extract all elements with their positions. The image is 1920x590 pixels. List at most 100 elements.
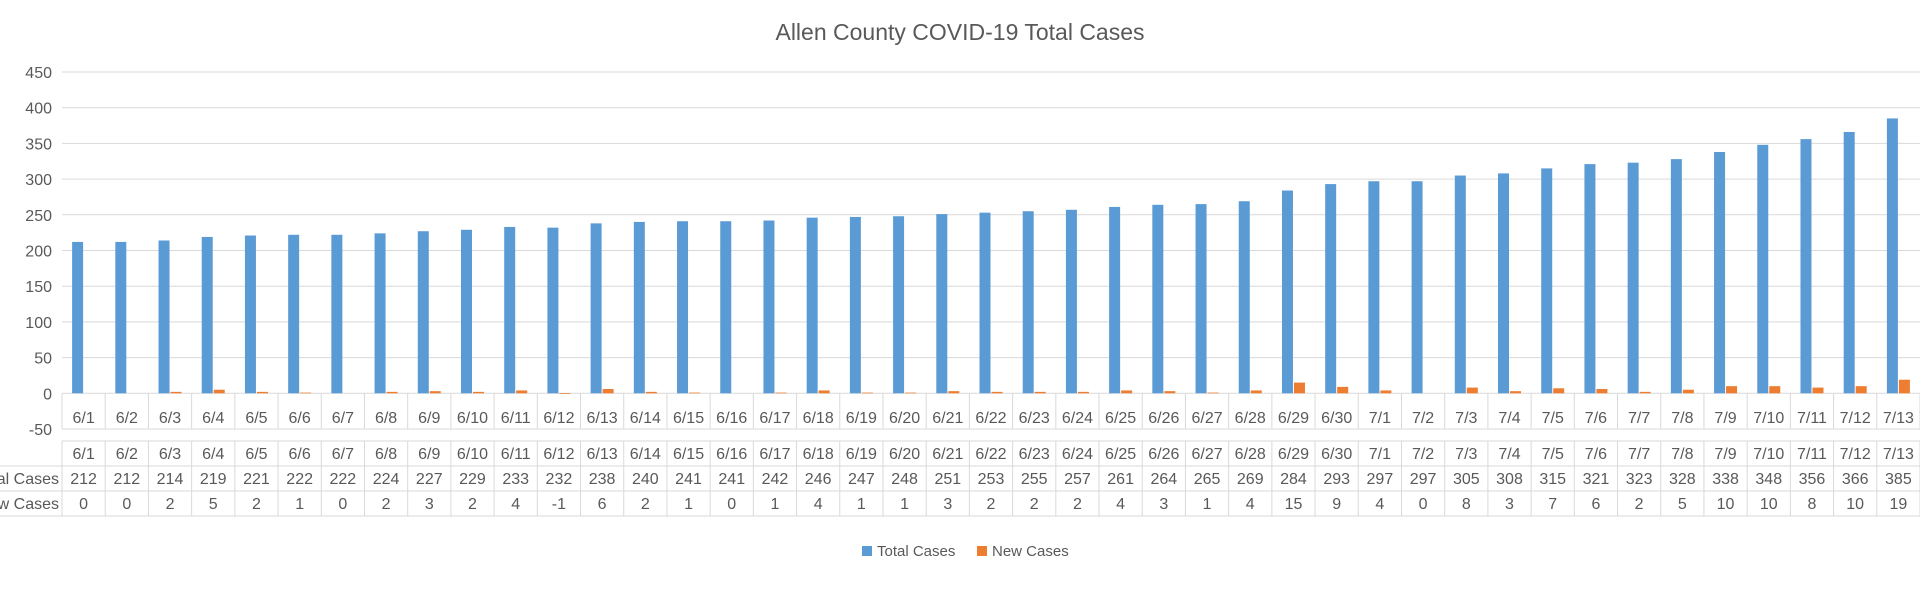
bar-new-cases <box>1510 391 1521 393</box>
table-header-cell: 6/8 <box>375 446 397 463</box>
table-value-cell: 305 <box>1453 471 1480 488</box>
table-header-cell: 6/23 <box>1019 446 1050 463</box>
bar-total-cases <box>807 218 818 394</box>
x-tick-label: 6/29 <box>1278 410 1309 427</box>
bar-total-cases <box>677 221 688 393</box>
table-header-cell: 6/24 <box>1062 446 1093 463</box>
x-tick-label: 6/28 <box>1235 410 1266 427</box>
x-tick-label: 6/4 <box>202 410 224 427</box>
table-header-cell: 6/20 <box>889 446 920 463</box>
table-value-cell: 3 <box>1505 496 1514 513</box>
bar-new-cases <box>516 390 527 393</box>
bar-new-cases <box>905 393 916 394</box>
x-tick-label: 7/5 <box>1542 410 1564 427</box>
bar-total-cases <box>331 235 342 394</box>
x-tick-label: 6/24 <box>1062 410 1093 427</box>
table-value-cell: 238 <box>589 471 616 488</box>
bar-new-cases <box>1553 388 1564 393</box>
bar-new-cases <box>1121 390 1132 393</box>
x-tick-label: 7/8 <box>1671 410 1693 427</box>
bar-total-cases <box>1584 164 1595 393</box>
bar-new-cases <box>1899 380 1910 394</box>
table-value-cell: 222 <box>286 471 313 488</box>
bar-new-cases <box>1812 388 1823 394</box>
x-tick-label: 6/9 <box>418 410 440 427</box>
y-tick-label: 150 <box>25 279 52 296</box>
table-header-cell: 7/6 <box>1585 446 1607 463</box>
table-value-cell: 2 <box>468 496 477 513</box>
bar-new-cases <box>1078 392 1089 393</box>
bar-new-cases <box>1035 392 1046 393</box>
x-tick-label: 6/11 <box>501 410 531 427</box>
table-header-cell: 6/26 <box>1148 446 1179 463</box>
bar-total-cases <box>547 228 558 394</box>
table-header-cell: 6/5 <box>245 446 267 463</box>
table-value-cell: 7 <box>1548 496 1557 513</box>
table-value-cell: 212 <box>70 471 97 488</box>
table-header-cell: 6/11 <box>501 446 531 463</box>
x-tick-label: 6/7 <box>332 410 354 427</box>
table-value-cell: 219 <box>200 471 227 488</box>
bar-total-cases <box>1368 181 1379 393</box>
bar-total-cases <box>720 221 731 393</box>
table-value-cell: 308 <box>1496 471 1523 488</box>
bar-total-cases <box>288 235 299 394</box>
table-value-cell: 257 <box>1064 471 1091 488</box>
table-value-cell: 323 <box>1626 471 1653 488</box>
table-value-cell: 0 <box>338 496 347 513</box>
table-value-cell: 2 <box>1073 496 1082 513</box>
bar-new-cases <box>1596 389 1607 393</box>
x-tick-label: 7/4 <box>1498 410 1520 427</box>
table-value-cell: 8 <box>1462 496 1471 513</box>
bar-new-cases <box>257 392 268 393</box>
bar-new-cases <box>1337 387 1348 393</box>
bar-total-cases <box>159 241 170 394</box>
bar-total-cases <box>72 242 83 393</box>
bar-total-cases <box>850 217 861 393</box>
table-value-cell: 255 <box>1021 471 1048 488</box>
x-tick-label: 7/7 <box>1628 410 1650 427</box>
table-header-cell: 6/10 <box>457 446 488 463</box>
table-value-cell: 4 <box>1116 496 1125 513</box>
bar-total-cases <box>1196 204 1207 393</box>
legend-label: New Cases <box>992 543 1069 560</box>
table-value-cell: 293 <box>1323 471 1350 488</box>
y-tick-label: 250 <box>25 208 52 225</box>
table-value-cell: 264 <box>1150 471 1177 488</box>
x-tick-label: 7/12 <box>1840 410 1871 427</box>
table-value-cell: 3 <box>1159 496 1168 513</box>
table-header-cell: 7/10 <box>1753 446 1784 463</box>
table-header-cell: 6/27 <box>1191 446 1222 463</box>
table-value-cell: 246 <box>805 471 832 488</box>
table-header-cell: 6/25 <box>1105 446 1136 463</box>
table-header-cell: 6/4 <box>202 446 224 463</box>
x-tick-label: 6/19 <box>846 410 877 427</box>
table-value-cell: 284 <box>1280 471 1307 488</box>
x-tick-label: 7/6 <box>1585 410 1607 427</box>
x-tick-label: 6/13 <box>587 410 618 427</box>
bar-new-cases <box>1856 386 1867 393</box>
bar-new-cases <box>1640 392 1651 393</box>
table-value-cell: 3 <box>943 496 952 513</box>
x-tick-label: 7/10 <box>1753 410 1784 427</box>
table-value-cell: 3 <box>425 496 434 513</box>
table-value-cell: 385 <box>1885 471 1912 488</box>
bar-total-cases <box>202 237 213 393</box>
table-value-cell: 4 <box>1246 496 1255 513</box>
table-header-cell: 7/2 <box>1412 446 1434 463</box>
table-header-cell: 7/12 <box>1840 446 1871 463</box>
table-value-cell: 2 <box>252 496 261 513</box>
table-value-cell: 247 <box>848 471 875 488</box>
y-tick-label: 350 <box>25 136 52 153</box>
table-header-cell: 7/13 <box>1883 446 1914 463</box>
table-value-cell: 227 <box>416 471 443 488</box>
bar-total-cases <box>1109 207 1120 393</box>
x-tick-label: 7/11 <box>1797 410 1827 427</box>
table-header-cell: 6/6 <box>289 446 311 463</box>
bar-new-cases <box>1726 386 1737 393</box>
table-value-cell: 0 <box>1419 496 1428 513</box>
bar-total-cases <box>461 230 472 394</box>
bar-new-cases <box>1294 383 1305 394</box>
bar-new-cases <box>1769 386 1780 393</box>
